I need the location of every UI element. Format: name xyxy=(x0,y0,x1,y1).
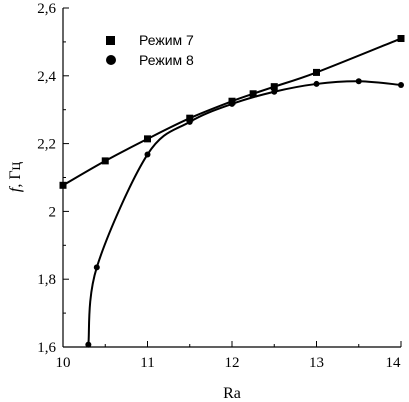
y-tick-label: 1,8 xyxy=(37,272,56,288)
series-2 xyxy=(85,78,404,348)
x-tick-label: 13 xyxy=(309,355,324,371)
data-point-square xyxy=(270,83,278,91)
series-2-line xyxy=(87,80,402,345)
legend-marker-circle xyxy=(106,55,116,65)
legend-label-series-1: Режим 7 xyxy=(139,32,194,48)
data-point-circle xyxy=(186,118,193,125)
data-point-circle xyxy=(355,78,362,85)
data-point-circle xyxy=(144,151,151,158)
data-point-square xyxy=(101,157,109,165)
y-axis-title-unit: , Гц xyxy=(7,161,24,187)
y-tick-label: 2 xyxy=(49,204,57,220)
legend: Режим 7 Режим 8 xyxy=(106,32,194,68)
series-layer xyxy=(59,35,405,348)
data-point-square xyxy=(397,35,405,43)
y-axis-title: f, Гц xyxy=(7,161,24,192)
y-tick-label: 1,6 xyxy=(37,340,56,356)
y-axis-title-italic: f xyxy=(7,185,24,192)
data-point-circle xyxy=(93,264,100,271)
data-point-square xyxy=(186,114,194,122)
data-point-circle xyxy=(271,88,278,95)
y-tick-label: 2,6 xyxy=(37,1,56,17)
y-tick-label: 2,2 xyxy=(37,137,56,153)
data-point-circle xyxy=(85,341,92,348)
x-tick-label: 11 xyxy=(140,355,154,371)
x-tick-label: 12 xyxy=(225,355,240,371)
x-tick-label: 14 xyxy=(386,355,402,371)
data-point-circle xyxy=(398,81,404,88)
data-point-square xyxy=(59,181,67,189)
x-axis-title: Ra xyxy=(223,385,241,402)
data-point-square xyxy=(313,68,320,76)
data-point-circle xyxy=(313,80,320,87)
legend-marker-square xyxy=(106,36,115,45)
data-point-circle xyxy=(229,100,235,107)
legend-label-series-2: Режим 8 xyxy=(139,52,194,68)
data-point-square xyxy=(249,90,257,98)
y-tick-label: 2,4 xyxy=(37,69,56,85)
ticks: 10 11 12 13 14 1,6 1,8 2 2,2 2,4 2,6 xyxy=(37,1,402,371)
x-tick-label: 10 xyxy=(56,355,71,371)
data-point-square xyxy=(144,135,151,143)
